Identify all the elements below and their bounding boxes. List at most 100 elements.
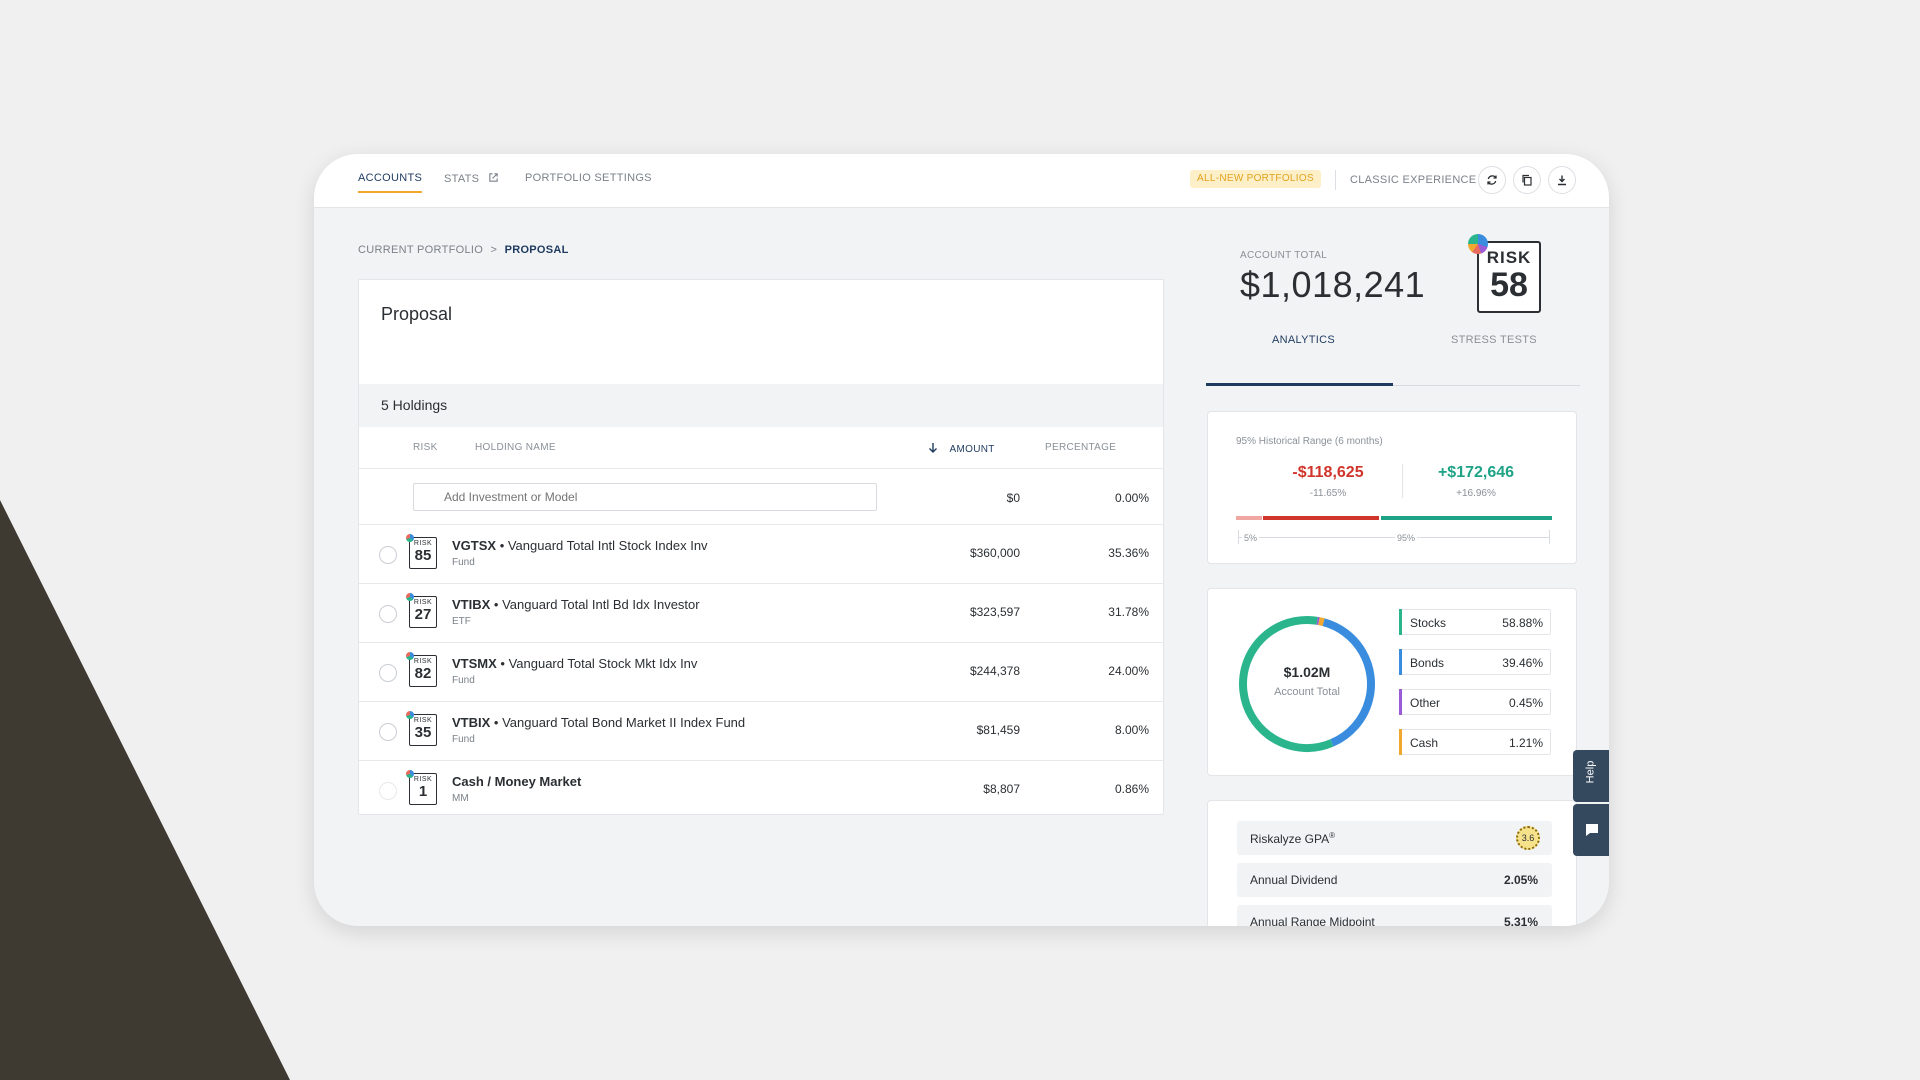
- column-holding-name[interactable]: HOLDING NAME: [475, 442, 556, 453]
- risk-badge: RISK 35: [406, 711, 437, 746]
- row-select-radio[interactable]: [379, 664, 397, 682]
- row-select-radio[interactable]: [379, 605, 397, 623]
- metric-annual-range-midpoint[interactable]: Annual Range Midpoint 5.31%: [1237, 905, 1552, 926]
- metric-label: Annual Dividend: [1250, 873, 1338, 887]
- holding-amount: $81,459: [976, 723, 1020, 737]
- risk-badge: RISK 1: [406, 770, 437, 805]
- metric-label: Annual Range Midpoint: [1250, 915, 1375, 926]
- legend-value: 0.45%: [1508, 696, 1543, 710]
- donut-segment-stocks[interactable]: [1232, 609, 1382, 759]
- legend-bonds[interactable]: Bonds 39.46%: [1399, 649, 1551, 675]
- legend-cash[interactable]: Cash 1.21%: [1399, 729, 1551, 755]
- tab-analytics[interactable]: ANALYTICS: [1272, 334, 1336, 346]
- proposal-title: Proposal: [381, 304, 453, 324]
- holding-name[interactable]: VGTSX • Vanguard Total Intl Stock Index …: [452, 538, 708, 553]
- add-investment-input[interactable]: [413, 483, 877, 511]
- holding-type: Fund: [452, 675, 475, 686]
- tab-stats[interactable]: STATS: [444, 172, 499, 185]
- add-row-percentage: 0.00%: [1114, 491, 1149, 505]
- download-button[interactable]: [1548, 166, 1576, 194]
- risk-score: 1: [418, 783, 428, 800]
- risk-badge-label: RISK: [413, 658, 433, 665]
- legend-other[interactable]: Other 0.45%: [1399, 689, 1551, 715]
- holding-name[interactable]: VTBIX • Vanguard Total Bond Market II In…: [452, 715, 745, 730]
- sort-arrow-down-icon: [929, 443, 937, 453]
- holding-ticker: VTSMX: [452, 656, 497, 671]
- classic-experience-link[interactable]: CLASSIC EXPERIENCE: [1350, 174, 1477, 186]
- range-scale-line: [1238, 537, 1550, 538]
- holding-type: Fund: [452, 557, 475, 568]
- registered-mark: ®: [1329, 831, 1336, 840]
- holding-name[interactable]: VTSMX • Vanguard Total Stock Mkt Idx Inv: [452, 656, 697, 671]
- risk-badge: RISK 82: [406, 652, 437, 687]
- risk-score: 82: [414, 665, 432, 682]
- holding-row[interactable]: RISK 35 VTBIX • Vanguard Total Bond Marke…: [359, 702, 1163, 760]
- holding-fund-name: • Vanguard Total Intl Stock Index Inv: [496, 538, 708, 553]
- metric-annual-dividend[interactable]: Annual Dividend 2.05%: [1237, 863, 1552, 897]
- holding-fund-name: • Vanguard Total Stock Mkt Idx Inv: [496, 656, 698, 671]
- breadcrumb: CURRENT PORTFOLIO > PROPOSAL: [358, 244, 569, 256]
- range-tick: [1549, 530, 1550, 544]
- column-percentage[interactable]: PERCENTAGE: [1045, 442, 1117, 453]
- divider: [359, 583, 1163, 584]
- holding-name[interactable]: VTIBX • Vanguard Total Intl Bd Idx Inves…: [452, 597, 700, 612]
- range-bar-positive: [1381, 516, 1552, 520]
- help-label: Help: [1584, 760, 1597, 784]
- portfolio-risk-badge[interactable]: RISK 58: [1477, 241, 1541, 313]
- risk-badge-label: RISK: [413, 599, 433, 606]
- add-row-amount: $0: [1006, 491, 1020, 505]
- download-icon: [1558, 175, 1566, 186]
- holding-ticker: Cash / Money Market: [452, 774, 582, 789]
- range-bar-negative: [1263, 516, 1379, 520]
- refresh-icon: [1487, 175, 1497, 185]
- legend-name: Bonds: [1410, 656, 1445, 670]
- risk-score: 35: [414, 724, 432, 741]
- range-low-value: -$118,625: [1292, 464, 1364, 481]
- copy-button[interactable]: [1513, 166, 1541, 194]
- risk-score: 27: [414, 606, 432, 623]
- holding-row[interactable]: RISK 1 Cash / Money Market MM $8,807 0.86…: [359, 761, 1163, 819]
- holding-row[interactable]: RISK 27 VTIBX • Vanguard Total Intl Bd Id…: [359, 584, 1163, 642]
- allocation-donut[interactable]: [1232, 609, 1382, 759]
- holding-row[interactable]: RISK 82 VTSMX • Vanguard Total Stock Mkt …: [359, 643, 1163, 701]
- divider: [1402, 464, 1403, 498]
- breadcrumb-parent[interactable]: CURRENT PORTFOLIO: [358, 244, 484, 256]
- risk-badge: RISK 85: [406, 534, 437, 569]
- gpa-label: Riskalyze GPA: [1250, 832, 1330, 846]
- donut-segment-cash[interactable]: [1232, 609, 1382, 759]
- legend-name: Cash: [1410, 736, 1439, 750]
- donut-segment-other[interactable]: [1232, 609, 1382, 759]
- donut-segment-bonds[interactable]: [1232, 609, 1382, 759]
- legend-color-bar: [1399, 729, 1402, 755]
- tab-stats-label: STATS: [444, 173, 480, 185]
- copy-icon: [1522, 174, 1532, 186]
- chat-tab[interactable]: [1573, 804, 1609, 856]
- all-new-portfolios-badge[interactable]: ALL-NEW PORTFOLIOS: [1190, 170, 1321, 188]
- row-select-radio[interactable]: [379, 546, 397, 564]
- tab-stress-tests[interactable]: STRESS TESTS: [1451, 334, 1537, 346]
- holding-percentage: 0.86%: [1114, 782, 1149, 796]
- tab-portfolio-settings[interactable]: PORTFOLIO SETTINGS: [525, 172, 652, 184]
- metric-gpa[interactable]: Riskalyze GPA® 3.6: [1237, 821, 1552, 855]
- column-amount[interactable]: AMOUNT: [927, 442, 995, 455]
- range-scale-high-label: 95%: [1395, 533, 1418, 543]
- holding-row[interactable]: RISK 85 VGTSX • Vanguard Total Intl Stock…: [359, 525, 1163, 583]
- row-select-radio[interactable]: [379, 782, 397, 800]
- divider: [359, 642, 1163, 643]
- range-high-percent: +16.96%: [1456, 488, 1496, 499]
- help-tab[interactable]: Help: [1573, 750, 1609, 802]
- donut-center-label: Account Total: [1274, 686, 1340, 698]
- legend-color-bar: [1399, 649, 1402, 675]
- risk-badge-label: RISK: [413, 717, 433, 724]
- app-window: ACCOUNTS STATS PORTFOLIO SETTINGS ALL-NE…: [314, 154, 1609, 926]
- column-risk[interactable]: RISK: [413, 442, 438, 453]
- risk-badge-label: RISK: [413, 776, 433, 783]
- holding-fund-name: • Vanguard Total Bond Market II Index Fu…: [490, 715, 746, 730]
- tab-accounts[interactable]: ACCOUNTS: [358, 172, 423, 193]
- holdings-count: 5 Holdings: [381, 397, 448, 413]
- holding-name[interactable]: Cash / Money Market: [452, 774, 581, 789]
- refresh-button[interactable]: [1478, 166, 1506, 194]
- legend-stocks[interactable]: Stocks 58.88%: [1399, 609, 1551, 635]
- breadcrumb-current: PROPOSAL: [504, 244, 569, 256]
- row-select-radio[interactable]: [379, 723, 397, 741]
